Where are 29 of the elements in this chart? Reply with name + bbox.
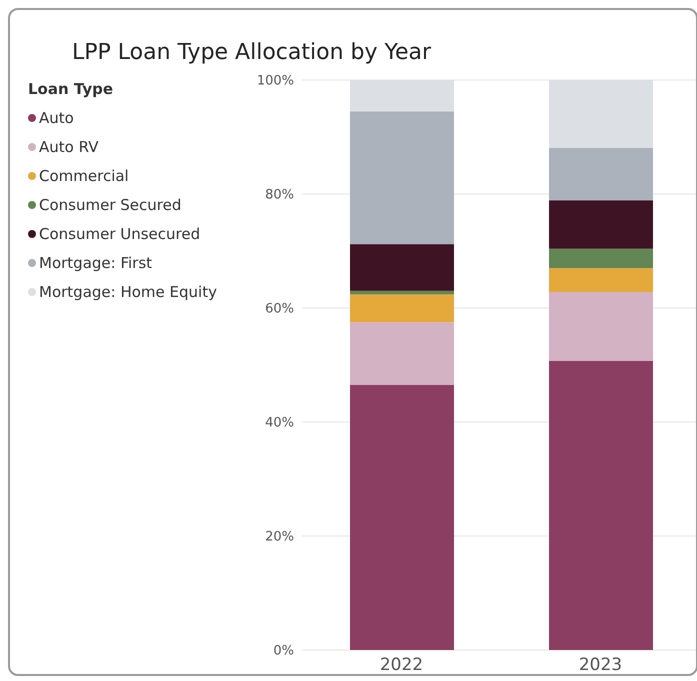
legend-label: Consumer Secured bbox=[39, 196, 182, 214]
legend-label: Commercial bbox=[39, 166, 129, 184]
bar bbox=[549, 292, 653, 362]
legend-label: Consumer Unsecured bbox=[39, 224, 200, 242]
bar bbox=[350, 294, 454, 322]
bar bbox=[350, 290, 454, 294]
bar bbox=[350, 111, 454, 244]
legend-label: Auto bbox=[39, 108, 74, 126]
bar bbox=[549, 148, 653, 200]
y-tick-label: 20% bbox=[265, 530, 294, 545]
x-tick-label: 2023 bbox=[578, 655, 622, 676]
bar bbox=[549, 200, 653, 249]
bar bbox=[350, 244, 454, 291]
legend-label: Mortgage: First bbox=[39, 254, 152, 272]
legend-label: Mortgage: Home Equity bbox=[39, 282, 217, 300]
x-tick-label: 2022 bbox=[380, 655, 424, 676]
bar bbox=[549, 361, 653, 650]
bar bbox=[350, 384, 454, 650]
y-tick-label: 80% bbox=[265, 188, 294, 203]
y-tick-label: 60% bbox=[265, 302, 294, 317]
chart-title: LPP Loan Type Allocation by Year bbox=[72, 40, 432, 65]
bar bbox=[549, 268, 653, 292]
y-tick-label: 40% bbox=[265, 416, 294, 431]
y-tick-label: 100% bbox=[256, 74, 294, 89]
legend-label: Auto RV bbox=[39, 138, 98, 156]
bar bbox=[549, 248, 653, 268]
y-tick-label: 0% bbox=[273, 644, 294, 659]
bar bbox=[350, 322, 454, 385]
legend-title: Loan Type bbox=[28, 80, 114, 98]
